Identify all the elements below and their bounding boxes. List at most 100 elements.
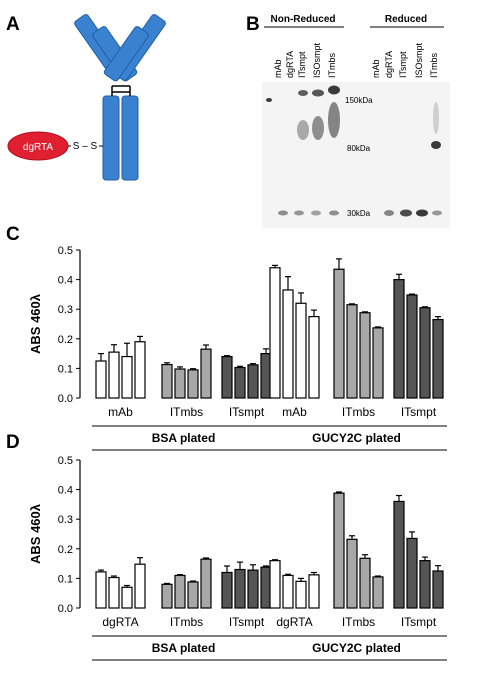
bar-d-gucy2c-itmbs-2 xyxy=(346,538,358,609)
category-label: ITmbs xyxy=(342,405,375,419)
y-tick-label: 0.1 xyxy=(58,573,73,585)
bar-c-gucy2c-itmbs-2 xyxy=(346,304,358,399)
y-tick-label: 0.5 xyxy=(58,455,73,467)
bar-d-gucy2c-itsmpt-1 xyxy=(393,500,405,609)
category-label: ITsmpt xyxy=(229,615,265,629)
dgrta-toxin-label: dgRTA xyxy=(23,142,54,153)
bar-d-bsa-itmbs-1 xyxy=(161,583,173,609)
bar-d-gucy2c-dgrta-1 xyxy=(269,560,281,609)
bar-d-bsa-dgrta-2 xyxy=(108,576,120,609)
bar-c-bsa-itmbs-2 xyxy=(174,368,186,399)
bar-d-bsa-itmbs-3 xyxy=(187,581,199,609)
bar-d-bsa-itmbs-2 xyxy=(174,574,186,609)
bar-d-gucy2c-itmbs-4 xyxy=(372,576,384,609)
y-tick-label: 0.2 xyxy=(58,334,73,346)
y-tick-label: 0.4 xyxy=(58,275,73,287)
bar-d-bsa-itsmpt-1 xyxy=(221,571,233,609)
bar-c-bsa-mab-4 xyxy=(134,341,146,399)
lane-label-r-isosmpt: ISOsmpt xyxy=(414,42,424,78)
bar-d-bsa-dgrta-1 xyxy=(95,571,107,609)
y-axis-label-d: ABS 460λ xyxy=(28,503,43,564)
panel-letter-b: B xyxy=(246,14,260,35)
bar-c-gucy2c-itmbs-3 xyxy=(359,312,371,399)
group-label: BSA plated xyxy=(152,431,216,445)
bar-c-gucy2c-itsmpt-3 xyxy=(419,307,431,399)
western-blot: Non-Reduced Reduced mAb dgRTA ITsmpt ISO… xyxy=(262,14,450,228)
blot-group-reduced: Reduced xyxy=(385,14,427,25)
y-tick-label: 0.5 xyxy=(58,245,73,257)
lane-label-nr-dgrta: dgRTA xyxy=(285,51,295,78)
bar-d-gucy2c-itsmpt-2 xyxy=(406,537,418,609)
antibody-stem-left xyxy=(102,95,120,181)
category-label: dgRTA xyxy=(102,615,138,629)
group-label: GUCY2C plated xyxy=(312,431,401,445)
bar-c-bsa-itsmpt-3 xyxy=(247,364,259,399)
antibody-heavy-chains xyxy=(74,14,166,181)
disulfide-linker-label: S – S xyxy=(73,141,98,152)
category-label: mAb xyxy=(282,405,307,419)
antibody-arm-right-inner xyxy=(103,26,149,82)
blot-lane-labels: mAb dgRTA ITsmpt ISOsmpt ITmbs mAb dgRTA… xyxy=(273,42,439,78)
category-label: ITsmpt xyxy=(401,405,437,419)
group-label: GUCY2C plated xyxy=(312,641,401,655)
bar-c-gucy2c-itsmpt-2 xyxy=(406,294,418,399)
y-tick-label: 0.3 xyxy=(58,304,73,316)
lane-label-r-itsmpt: ITsmpt xyxy=(398,51,408,78)
bar-c-gucy2c-mab-2 xyxy=(282,289,294,399)
bar-d-bsa-dgrta-4 xyxy=(134,563,146,609)
y-tick-label: 0.0 xyxy=(58,393,73,405)
bar-d-gucy2c-itmbs-1 xyxy=(333,492,345,609)
marker-80kda: 80kDa xyxy=(347,144,371,153)
antibody-diagram: dgRTA S – S xyxy=(7,14,166,181)
bar-c-bsa-mab-1 xyxy=(95,360,107,399)
panel-letter-d: D xyxy=(6,432,20,453)
bar-c-gucy2c-mab-3 xyxy=(295,302,307,399)
lane-label-r-dgrta: dgRTA xyxy=(384,51,394,78)
chart-c: 0.0 0.1 0.2 0.3 0.4 0.5 ABS 460λ mAb ITmbs ITsmpt… xyxy=(28,245,447,451)
bar-d-gucy2c-itsmpt-4 xyxy=(432,570,444,609)
y-tick-label: 0.3 xyxy=(58,514,73,526)
bar-c-bsa-itsmpt-1 xyxy=(221,355,233,399)
y-tick-label: 0.1 xyxy=(58,363,73,375)
bar-c-gucy2c-itsmpt-1 xyxy=(393,279,405,399)
y-tick-label: 0.2 xyxy=(58,544,73,556)
blot-bands xyxy=(266,85,442,217)
bar-d-bsa-itsmpt-3 xyxy=(247,569,259,609)
chart-d: 0.0 0.1 0.2 0.3 0.4 0.5 ABS 460λ dgRTA ITmbs ITsm… xyxy=(28,455,447,661)
category-label: ITsmpt xyxy=(401,615,437,629)
group-label: BSA plated xyxy=(152,641,216,655)
bar-d-bsa-dgrta-3 xyxy=(121,586,133,609)
hinge-disulfide-bonds xyxy=(111,85,131,96)
bar-c-bsa-mab-3 xyxy=(121,355,133,399)
panel-letter-c: C xyxy=(6,224,20,245)
lane-label-nr-isosmpt: ISOsmpt xyxy=(312,42,322,78)
bar-d-bsa-itsmpt-2 xyxy=(234,568,246,609)
category-label: ITmbs xyxy=(342,615,375,629)
y-tick-label: 0.0 xyxy=(58,603,73,615)
bar-c-bsa-mab-2 xyxy=(108,351,120,399)
bar-d-gucy2c-dgrta-2 xyxy=(282,574,294,609)
category-label: ITmbs xyxy=(170,405,203,419)
lane-label-nr-mab: mAb xyxy=(273,59,283,78)
y-tick-label: 0.4 xyxy=(58,485,73,497)
y-axis-label-c: ABS 460λ xyxy=(28,293,43,354)
antibody-stem-right xyxy=(121,95,139,181)
lane-label-r-mab: mAb xyxy=(371,59,381,78)
bar-d-gucy2c-itmbs-3 xyxy=(359,557,371,609)
bar-c-bsa-itsmpt-2 xyxy=(234,366,246,399)
category-label: dgRTA xyxy=(276,615,312,629)
marker-150kda: 150kDa xyxy=(345,96,373,105)
bar-c-gucy2c-itsmpt-4 xyxy=(432,318,444,399)
bar-d-bsa-itmbs-4 xyxy=(200,558,212,609)
lane-label-nr-itmbs: ITmbs xyxy=(327,52,337,78)
blot-group-nonreduced: Non-Reduced xyxy=(271,14,336,25)
category-label: ITmbs xyxy=(170,615,203,629)
bar-c-gucy2c-mab-1 xyxy=(269,267,281,399)
blot-membrane xyxy=(262,82,450,228)
lane-label-nr-itsmpt: ITsmpt xyxy=(297,51,307,78)
bar-c-bsa-itmbs-1 xyxy=(161,363,173,399)
bar-c-gucy2c-itmbs-1 xyxy=(333,268,345,399)
bar-c-bsa-itmbs-4 xyxy=(200,348,212,399)
bar-d-gucy2c-dgrta-3 xyxy=(295,580,307,609)
